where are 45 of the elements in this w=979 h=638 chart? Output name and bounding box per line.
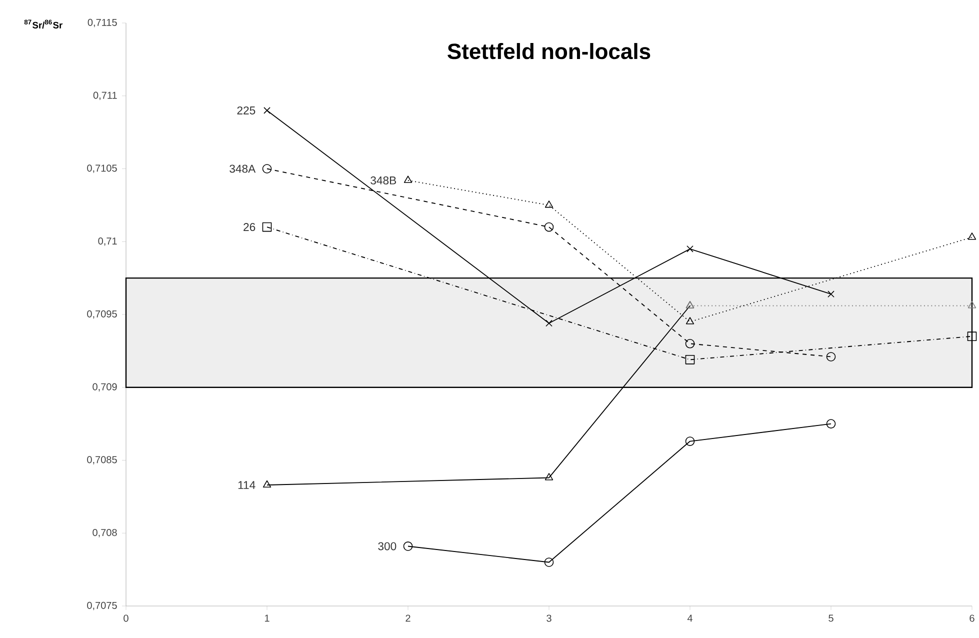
y-tick-label: 0,709 xyxy=(92,383,117,392)
series-label: 300 xyxy=(378,542,396,550)
point xyxy=(404,176,412,183)
y-tick-label: 0,71 xyxy=(98,237,117,246)
point xyxy=(828,290,834,298)
x-tick-label: 4 xyxy=(687,614,692,622)
point xyxy=(685,436,695,446)
point xyxy=(544,473,554,480)
point xyxy=(546,320,552,327)
x-tick-label: 0 xyxy=(124,614,128,622)
point xyxy=(544,200,554,208)
y-tick-label: 0,7095 xyxy=(87,310,117,319)
series-label: 348A xyxy=(230,164,256,173)
point xyxy=(967,332,977,342)
point xyxy=(968,232,976,240)
text: Stettfeld non-locals xyxy=(448,43,650,60)
point xyxy=(544,558,554,567)
point xyxy=(685,338,695,348)
x-tick-label: 3 xyxy=(546,614,552,622)
point xyxy=(262,222,272,232)
point xyxy=(262,164,272,174)
point xyxy=(826,419,836,428)
series-label: 114 xyxy=(238,481,256,489)
y-tick-label: 0,7105 xyxy=(87,164,117,173)
x-tick-label: 6 xyxy=(970,614,974,622)
y-tick-label: 0,7075 xyxy=(87,602,117,610)
x-tick-label: 1 xyxy=(264,614,270,622)
y-tick-label: 0,7115 xyxy=(88,18,117,28)
y-tick-label: 0,708 xyxy=(92,528,117,538)
point xyxy=(686,317,694,324)
point xyxy=(686,245,694,252)
series-label: 348B xyxy=(370,176,396,184)
y-tick-label: 0,711 xyxy=(93,92,117,100)
point xyxy=(264,107,270,114)
series-label: 26 xyxy=(244,223,256,232)
point xyxy=(826,352,836,362)
x-tick-label: 5 xyxy=(828,614,834,622)
point xyxy=(403,542,413,551)
point xyxy=(685,355,695,364)
y-tick-label: 0,7085 xyxy=(87,456,117,464)
x-tick-label: 2 xyxy=(406,614,410,622)
point xyxy=(262,480,272,488)
y-axis-title: $^{87}$Sr/$^{86}$Sr xyxy=(24,20,62,29)
point xyxy=(544,222,554,232)
series-label: 225 xyxy=(237,106,256,114)
